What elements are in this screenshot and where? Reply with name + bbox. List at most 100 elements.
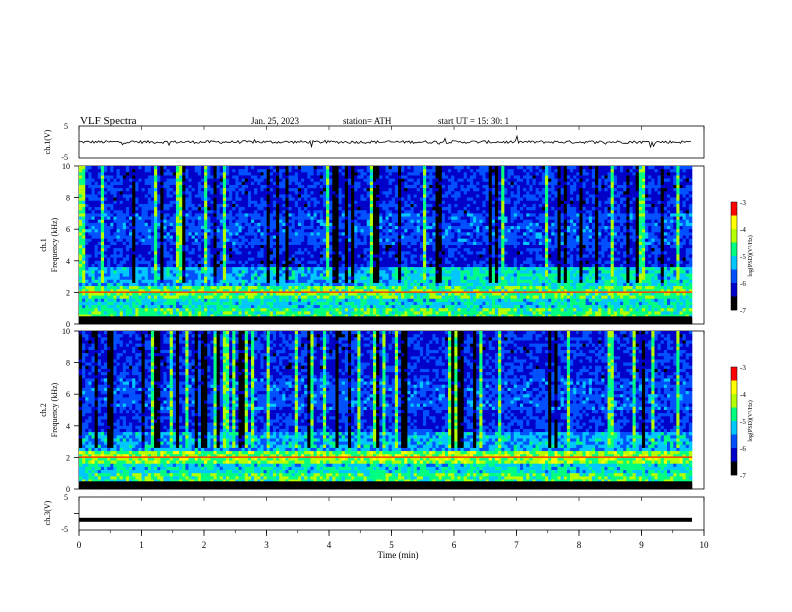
spectrogram-cell	[141, 245, 145, 249]
spectrogram-cell	[166, 172, 170, 176]
spectrogram-cell	[444, 175, 449, 179]
spectrogram-cell	[301, 207, 305, 211]
spectrogram-cell	[276, 184, 280, 189]
spectrogram-cell	[507, 184, 511, 189]
spectrogram-cell	[498, 191, 502, 195]
spectrogram-cell	[257, 169, 261, 173]
spectrogram-cell	[79, 194, 83, 198]
spectrogram-cell	[150, 210, 155, 214]
spectrogram-cell	[435, 181, 439, 186]
spectrogram-cell	[663, 222, 668, 227]
spectrogram-cell	[526, 203, 530, 208]
spectrogram-cell	[482, 213, 486, 217]
spectrogram-cell	[232, 191, 236, 195]
spectrogram-cell	[563, 200, 568, 205]
spectrogram-cell	[538, 175, 543, 179]
spectrogram-cell	[510, 178, 515, 183]
spectrogram-cell	[541, 175, 546, 179]
spectrogram-cell	[416, 213, 421, 217]
spectrogram-cell	[266, 200, 271, 205]
spectrogram-cell	[423, 226, 427, 230]
spectrogram-cell	[204, 181, 208, 186]
spectrogram-cell	[294, 172, 299, 176]
spectrogram-cell	[263, 203, 267, 208]
spectrogram-cell	[398, 181, 402, 186]
spectrogram-cell	[157, 181, 161, 186]
spectrogram-cell	[398, 191, 402, 195]
spectrogram-cell	[579, 232, 583, 236]
spectrogram-cell	[598, 191, 602, 195]
spectrogram-cell	[179, 210, 183, 214]
spectrogram-cell	[632, 226, 637, 230]
spectrogram-cell	[307, 232, 311, 236]
spectrogram-cell	[194, 178, 199, 183]
spectrogram-cell	[388, 238, 393, 243]
spectrogram-cell	[116, 175, 120, 179]
spectrogram-cell	[607, 178, 611, 183]
spectrogram-cell	[429, 235, 433, 239]
spectrogram-cell	[476, 188, 480, 192]
spectrogram-cell	[100, 207, 105, 211]
spectrogram-cell	[595, 219, 599, 224]
spectrogram-cell	[232, 194, 236, 198]
spectrogram-cell	[125, 235, 130, 239]
spectrogram-cell	[416, 222, 421, 227]
spectrogram-cell	[282, 203, 286, 208]
spectrogram-cell	[204, 166, 208, 170]
spectrogram-cell	[554, 175, 558, 179]
spectrogram-cell	[545, 181, 549, 186]
spectrogram-cell	[257, 232, 261, 236]
spectrogram-cell	[473, 229, 477, 233]
spectrogram-cell	[513, 222, 518, 227]
spectrogram-cell	[394, 232, 399, 236]
spectrogram-cell	[200, 235, 205, 239]
spectrogram-cell	[351, 191, 355, 195]
spectrogram-cell	[516, 178, 521, 183]
spectrogram-cell	[491, 178, 496, 183]
spectrogram-cell	[479, 197, 483, 202]
spectrogram-cell	[257, 178, 261, 183]
spectrogram-cell	[254, 222, 258, 227]
spectrogram-cell	[338, 245, 343, 249]
spectrogram-cell	[638, 178, 643, 183]
spectrogram-cell	[357, 169, 361, 173]
spectrogram-cell	[535, 216, 540, 221]
spectrogram-cell	[132, 178, 136, 183]
spectrogram-cell	[247, 172, 252, 176]
spectrogram-cell	[473, 172, 477, 176]
spectrogram-cell	[645, 219, 649, 224]
spectrogram-cell	[629, 210, 633, 214]
spectrogram-cell	[573, 188, 577, 192]
spectrogram-cell	[100, 213, 105, 217]
spectrogram-cell	[319, 200, 324, 205]
spectrogram-cell	[670, 184, 674, 189]
spectrogram-cell	[104, 203, 108, 208]
spectrogram-cell	[444, 172, 449, 176]
spectrogram-cell	[595, 169, 599, 173]
spectrogram-cell	[319, 241, 324, 246]
spectrogram-cell	[488, 226, 493, 230]
spectrogram-cell	[213, 184, 217, 189]
spectrogram-cell	[526, 200, 530, 205]
spectrogram-cell	[272, 203, 277, 208]
spectrogram-cell	[347, 229, 352, 233]
spectrogram-cell	[369, 229, 374, 233]
spectrogram-cell	[635, 222, 640, 227]
spectrogram-cell	[645, 241, 649, 246]
spectrogram-cell	[651, 178, 655, 183]
spectrogram-cell	[654, 241, 658, 246]
spectrogram-cell	[623, 184, 627, 189]
spectrogram-cell	[141, 175, 145, 179]
spectrogram-cell	[232, 232, 236, 236]
spectrogram-cell	[326, 207, 330, 211]
spectrogram-cell	[466, 191, 471, 195]
spectrogram-cell	[473, 241, 477, 246]
spectrogram-cell	[188, 200, 192, 205]
spectrogram-cell	[504, 166, 508, 170]
spectrogram-cell	[663, 210, 668, 214]
spectrogram-cell	[282, 181, 286, 186]
spectrogram-cell	[432, 194, 436, 198]
spectrogram-cell	[341, 210, 346, 214]
spectrogram-cell	[473, 184, 477, 189]
spectrogram-cell	[635, 191, 640, 195]
